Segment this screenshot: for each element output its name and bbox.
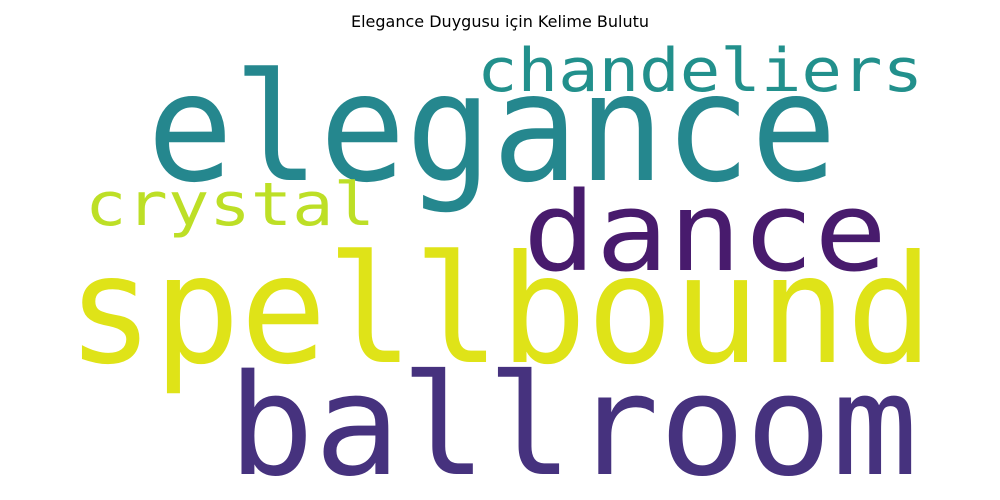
word-dance: dance (523, 168, 887, 296)
chart-title: Elegance Duygusu için Kelime Bulutu (351, 12, 649, 31)
word-elegance: elegance (147, 42, 837, 216)
word-spellbound: spellbound (67, 224, 933, 398)
word-crystal: crystal (85, 170, 375, 240)
word-chandeliers: chandeliers (477, 36, 923, 106)
word-ballroom: ballroom (228, 345, 918, 500)
